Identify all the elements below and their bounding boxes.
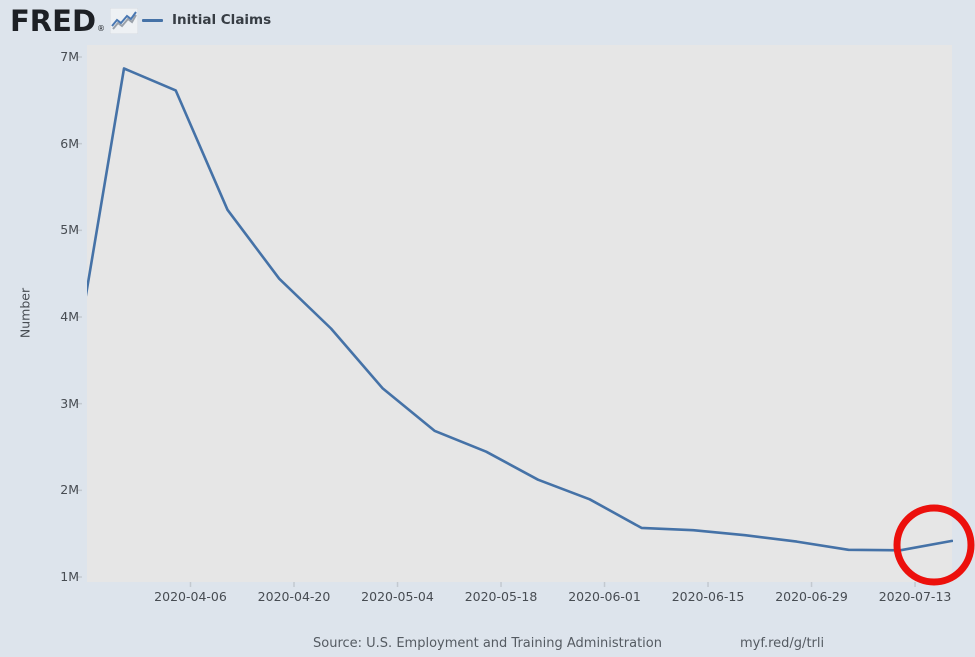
series-color-dash <box>142 18 163 22</box>
x-tick-label: 2020-04-06 <box>154 589 227 604</box>
y-tick-label: 2M <box>60 482 79 498</box>
fred-sparkline-logo-icon <box>110 8 139 34</box>
y-tick-label: 3M <box>60 395 79 411</box>
fred-logo-text: FRED <box>10 4 97 38</box>
x-tick-label: 2020-07-13 <box>878 589 952 604</box>
chart-legend: Initial Claims <box>142 12 271 28</box>
registered-trademark-mark: ® <box>97 24 106 33</box>
share-link[interactable]: myf.red/g/trli <box>740 636 825 651</box>
y-tick-label: 6M <box>60 135 79 151</box>
chart-footer: Source: U.S. Employment and Training Adm… <box>0 636 975 653</box>
highlight-circle-annotation <box>893 504 975 586</box>
fred-logo: FRED ® <box>10 4 139 38</box>
source-attribution-text: Source: U.S. Employment and Training Adm… <box>313 636 662 651</box>
x-tick-label: 2020-04-20 <box>257 589 331 604</box>
chart-plot-area[interactable] <box>87 45 952 582</box>
y-tick-label: 5M <box>60 222 79 238</box>
legend-series-label: Initial Claims <box>172 12 272 28</box>
x-tick-label: 2020-06-01 <box>568 589 641 604</box>
y-tick-label: 7M <box>60 49 79 64</box>
x-tick-label: 2020-06-15 <box>671 589 745 604</box>
y-tick-label: 1M <box>60 569 79 584</box>
x-tick-label: 2020-06-29 <box>775 589 848 604</box>
initial-claims-line-series <box>87 67 953 552</box>
x-tick-label: 2020-05-04 <box>361 589 434 604</box>
y-tick-label: 4M <box>60 309 79 324</box>
x-tick-label: 2020-05-18 <box>464 589 538 604</box>
